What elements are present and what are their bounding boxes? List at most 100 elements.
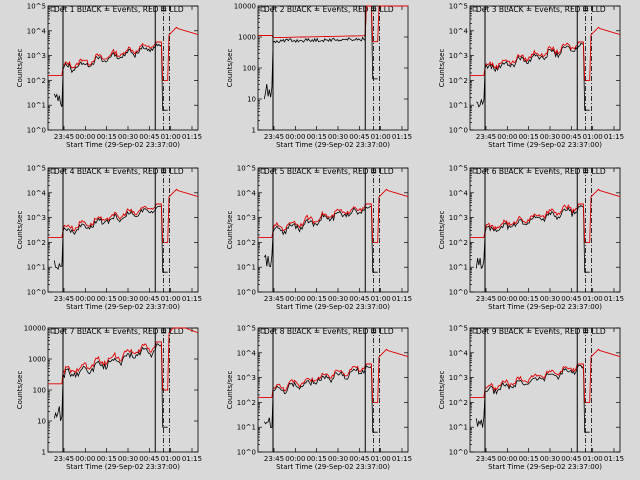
- x-tick-label: 01:15: [182, 133, 202, 141]
- y-tick-label: 10^0: [237, 289, 256, 297]
- x-axis-label: Start Time (29-Sep-02 23:37:00): [276, 463, 390, 471]
- x-tick-label: 23:45: [264, 455, 284, 463]
- y-axis-label: Counts/sec: [226, 49, 234, 88]
- marker-square: [50, 328, 56, 334]
- marker-square: [260, 6, 266, 12]
- x-tick-label: 00:15: [307, 455, 327, 463]
- series-events-line: [475, 364, 590, 433]
- x-tick-label: 00:00: [75, 455, 95, 463]
- x-tick-label: 23:45: [264, 295, 284, 303]
- x-axis-label: Start Time (29-Sep-02 23:37:00): [66, 463, 180, 471]
- marker-square: [260, 168, 266, 174]
- series-events-line: [53, 43, 168, 111]
- marker-square: [161, 168, 166, 174]
- series-lld-line: [258, 5, 408, 43]
- x-tick-label: 00:30: [118, 295, 138, 303]
- y-tick-label: 10000: [24, 325, 46, 333]
- x-axis-label: Start Time (29-Sep-02 23:37:00): [488, 303, 602, 311]
- panel-det-1: Det 1 BLACK = Events, RED = LLD 10^0 10^1 1…: [16, 3, 202, 150]
- x-tick-label: 23:45: [476, 295, 496, 303]
- marker-square: [371, 168, 376, 174]
- panel-title: Det 6 BLACK = Events, RED = LLD: [476, 167, 606, 176]
- y-tick-label: 10000: [234, 3, 256, 11]
- x-tick-label: 23:45: [54, 455, 74, 463]
- panel-title: Det 5 BLACK = Events, RED = LLD: [264, 167, 394, 176]
- x-tick-label: 00:30: [328, 295, 348, 303]
- y-axis-label: Counts/sec: [16, 371, 24, 410]
- x-tick-label: 00:45: [561, 133, 581, 141]
- plot-frame: [469, 167, 621, 293]
- series-events-line: [476, 42, 590, 111]
- plot-frame: [469, 5, 621, 131]
- marker-square: [472, 328, 478, 334]
- y-tick-label: 10^3: [449, 52, 468, 60]
- x-tick-label: 01:00: [583, 295, 603, 303]
- panel-title: Det 2 BLACK = Events, RED = LLD: [264, 5, 394, 14]
- y-tick-label: 10^5: [237, 165, 256, 173]
- x-tick-label: 00:00: [75, 295, 95, 303]
- x-tick-label: 00:15: [519, 455, 539, 463]
- x-tick-label: 00:45: [139, 455, 159, 463]
- marker-square: [583, 328, 588, 334]
- x-tick-label: 23:45: [54, 295, 74, 303]
- panel-det-9: Det 9 BLACK = Events, RED = LLD 10^0 10^1 1…: [438, 325, 624, 472]
- x-tick-label: 01:00: [161, 295, 181, 303]
- plot-frame: [47, 5, 199, 131]
- x-tick-label: 00:15: [97, 295, 117, 303]
- panel-title: Det 1 BLACK = Events, RED = LLD: [54, 5, 184, 14]
- x-tick-label: 00:15: [97, 455, 117, 463]
- x-tick-label: 00:45: [139, 295, 159, 303]
- x-tick-label: 00:00: [497, 295, 517, 303]
- marker-square: [583, 6, 588, 12]
- x-tick-label: 00:30: [540, 455, 560, 463]
- plot-frame: [469, 327, 621, 453]
- x-tick-label: 00:30: [118, 133, 138, 141]
- y-tick-label: 10^2: [449, 399, 468, 407]
- panel-det-4: Det 4 BLACK = Events, RED = LLD 10^0 10^1 1…: [16, 165, 202, 312]
- x-tick-label: 01:15: [392, 133, 412, 141]
- y-tick-label: 10^0: [27, 289, 46, 297]
- y-tick-label: 10^0: [449, 289, 468, 297]
- y-tick-label: 10^2: [27, 239, 46, 247]
- y-tick-label: 10^3: [27, 214, 46, 222]
- y-tick-label: 10^4: [27, 189, 47, 197]
- marker-square: [583, 168, 588, 174]
- marker-square: [161, 328, 166, 334]
- y-tick-label: 10^1: [449, 102, 468, 110]
- panel-det-2: Det 2 BLACK = Events, RED = LLD 1 10 100 100…: [226, 3, 412, 150]
- x-tick-label: 01:00: [371, 133, 391, 141]
- series-lld-line: [48, 327, 199, 391]
- x-tick-label: 23:45: [54, 133, 74, 141]
- x-tick-label: 23:45: [476, 455, 496, 463]
- x-tick-label: 01:00: [371, 295, 391, 303]
- x-tick-label: 00:00: [285, 455, 305, 463]
- y-tick-label: 10^4: [449, 27, 469, 35]
- x-tick-label: 00:00: [285, 295, 305, 303]
- y-tick-label: 10^3: [237, 214, 256, 222]
- y-tick-label: 10^1: [27, 102, 46, 110]
- x-tick-label: 00:00: [497, 133, 517, 141]
- series-lld-line: [48, 188, 199, 243]
- x-axis-label: Start Time (29-Sep-02 23:37:00): [276, 141, 390, 149]
- y-tick-label: 10^0: [237, 449, 256, 457]
- x-tick-label: 00:00: [497, 455, 517, 463]
- y-tick-label: 10^0: [27, 127, 46, 135]
- x-tick-label: 00:30: [328, 455, 348, 463]
- y-tick-label: 10^1: [449, 264, 468, 272]
- x-tick-label: 00:15: [307, 133, 327, 141]
- series-events-line: [263, 364, 378, 433]
- x-tick-label: 01:00: [161, 455, 181, 463]
- y-axis-label: Counts/sec: [438, 49, 446, 88]
- y-tick-label: 10^3: [449, 374, 468, 382]
- y-tick-label: 10^2: [237, 239, 256, 247]
- series-lld-line: [470, 26, 621, 81]
- y-tick-label: 10^5: [27, 3, 46, 11]
- y-tick-label: 100: [33, 387, 46, 395]
- y-tick-label: 100: [243, 65, 256, 73]
- x-tick-label: 01:15: [604, 295, 624, 303]
- panel-title: Det 3 BLACK = Events, RED = LLD: [476, 5, 606, 14]
- series-lld-line: [470, 188, 621, 243]
- panel-det-8: Det 8 BLACK = Events, RED = LLD 10^0 10^1 1…: [226, 325, 412, 472]
- marker-square: [50, 6, 56, 12]
- x-axis-label: Start Time (29-Sep-02 23:37:00): [488, 141, 602, 149]
